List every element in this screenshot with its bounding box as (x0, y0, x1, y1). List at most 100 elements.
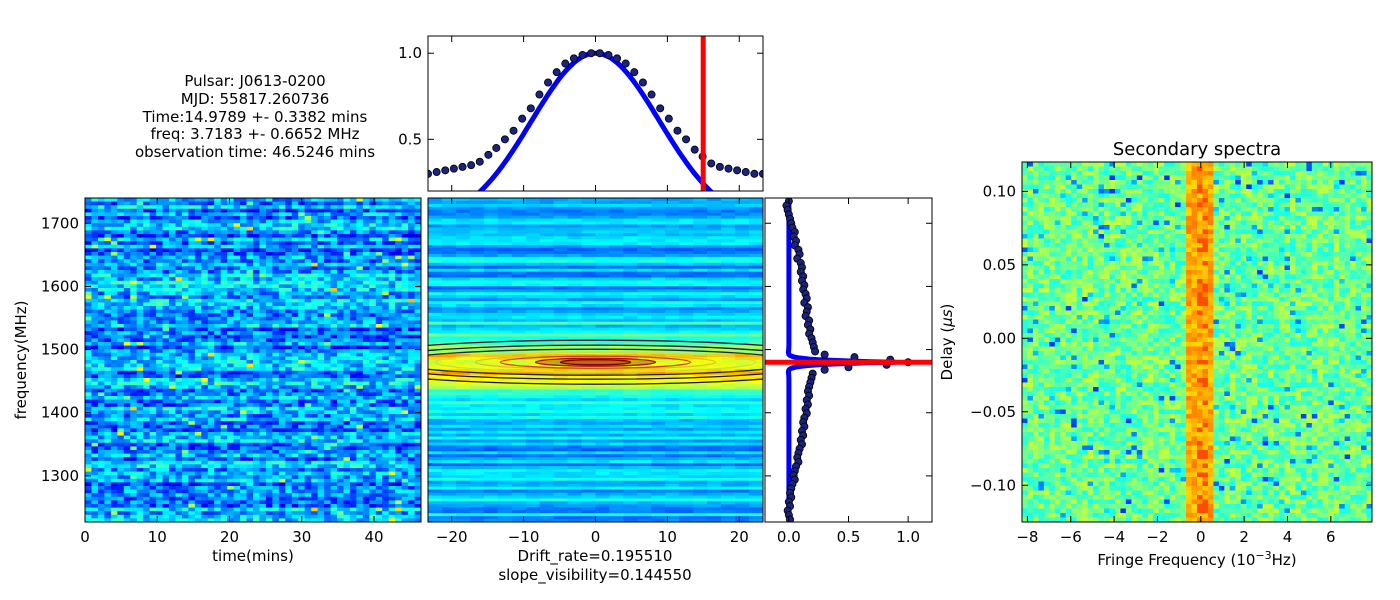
time-cut-plot (428, 36, 763, 191)
dynamic-spectrum-ytick-label: 1400 (41, 404, 79, 422)
correlation-xtick-label: 20 (730, 528, 749, 546)
time-cut-point (467, 161, 476, 170)
time-cut-point (741, 168, 750, 177)
dynamic-spectrum-axes: 0 10 20 30 40 1300 1400 1500 1600 1700 (41, 198, 421, 546)
secondary-spectra-xtick-label: 4 (1283, 528, 1293, 546)
time-cut-axes: 0.5 1.0 (398, 36, 763, 191)
freq-cut-point (850, 353, 859, 362)
correlation-xtick-label: −10 (508, 528, 540, 546)
contour-level (428, 344, 763, 380)
time-cut-point (733, 166, 742, 175)
info-obs-time: observation time: 46.5246 mins (135, 143, 375, 161)
time-cut-point (664, 114, 673, 123)
time-cut-ytick-label: 0.5 (398, 130, 422, 148)
time-cut-point (759, 169, 763, 178)
secondary-spectra-ytick-label: 0.00 (983, 329, 1016, 347)
time-cut-point (604, 50, 613, 59)
dynamic-spectrum-ytick-label: 1600 (41, 277, 79, 295)
freq-cut-plot (765, 198, 932, 522)
freq-cut-point (811, 347, 820, 356)
dynamic-spectrum-ytick-label: 1700 (41, 214, 79, 232)
time-cut-point (613, 54, 622, 63)
secondary-spectra-xtick-label: 2 (1239, 528, 1249, 546)
secondary-spectra-ytick-label: 0.05 (983, 256, 1016, 274)
freq-cut-panel: 0.0 0.5 1.0 (764, 197, 933, 546)
time-cut-point (638, 78, 647, 87)
time-cut-point (656, 104, 665, 113)
secondary-spectra-heatmap (1022, 162, 1372, 522)
time-cut-point (715, 162, 724, 171)
time-cut-point (518, 114, 527, 123)
dynamic-spectrum-ytick-label: 1500 (41, 341, 79, 359)
time-cut-point (449, 164, 458, 173)
contour-level (474, 354, 717, 370)
time-cut-point (690, 145, 699, 154)
freq-cut-axes: 0.0 0.5 1.0 (765, 198, 932, 546)
time-cut-point (475, 157, 484, 166)
time-cut-point (724, 164, 733, 173)
time-cut-point (544, 78, 553, 87)
time-cut-point (441, 166, 450, 175)
contour-level (499, 355, 692, 369)
time-cut-point (552, 68, 561, 77)
contour-level (428, 339, 763, 385)
time-cut-point (492, 143, 501, 152)
dynamic-spectrum-xtick-label: 30 (292, 528, 311, 546)
freq-cut-point (820, 365, 829, 374)
contour-level (434, 351, 757, 373)
time-cut-point (458, 162, 467, 171)
dynamic-spectrum-heatmap (85, 198, 421, 522)
dynamic-spectrum-xtick-label: 20 (220, 528, 239, 546)
time-cut-point (682, 135, 691, 144)
secondary-spectra-xtick-label: −6 (1060, 528, 1082, 546)
contour-level (428, 348, 763, 376)
time-cut-point (428, 169, 432, 178)
drift-rate-label: Drift_rate=0.195510 (518, 547, 673, 566)
freq-cut-xtick-label: 1.0 (896, 528, 920, 546)
time-cut-point (432, 168, 441, 177)
correlation-xtick-label: −20 (436, 528, 468, 546)
secondary-spectra-ytick-label: 0.10 (983, 182, 1016, 200)
time-cut-point (630, 68, 639, 77)
dynamic-spectrum-panel: 0 10 20 30 40 1300 1400 1500 1600 1700 time(mins)… (12, 197, 422, 565)
time-cut-point (484, 150, 493, 159)
dynamic-spectrum-xtick-label: 0 (80, 528, 90, 546)
secondary-spectra-xtick-label: −8 (1016, 528, 1038, 546)
info-freq: freq: 3.7183 +- 0.6652 MHz (150, 125, 359, 143)
secondary-spectra-ytick-label: −0.05 (970, 403, 1016, 421)
secondary-spectra-ytick-label: −0.10 (970, 476, 1016, 494)
secondary-spectra-xtick-label: 0 (1196, 528, 1206, 546)
time-cut-point (587, 49, 596, 58)
time-cut-point (535, 90, 544, 99)
secondary-spectra-xtick-label: −2 (1146, 528, 1168, 546)
secondary-spectra-xtick-label: −4 (1103, 528, 1125, 546)
time-cut-point (595, 49, 604, 58)
info-block: Pulsar: J0613-0200 MJD: 55817.260736 Tim… (135, 72, 375, 161)
secondary-spectra-axes: −8 −6 −4 −2 0 2 4 6 −0.10 −0.05 0.00 0.05 0.10 (970, 162, 1372, 546)
time-cut-background (428, 36, 763, 191)
secondary-spectra-panel: Secondary spectra −8 −6 −4 −2 0 2 4 6 −0.10 −0.05… (938, 139, 1373, 569)
time-cut-point (621, 59, 630, 68)
slope-visibility-label: slope_visibility=0.144550 (498, 566, 691, 585)
secondary-spectra-frame (1021, 161, 1373, 523)
correlation-xtick-label: 0 (591, 528, 601, 546)
dynamic-spectrum-xtick-label: 10 (148, 528, 167, 546)
secondary-spectra-title: Secondary spectra (1113, 139, 1281, 160)
time-cut-panel: 0.5 1.0 (398, 35, 764, 192)
dynamic-spectrum-frame (84, 197, 422, 523)
freq-cut-point (820, 350, 829, 359)
time-cut-ytick-label: 1.0 (398, 44, 422, 62)
correlation-heatmap (428, 198, 763, 522)
dynamic-spectrum-ytick-label: 1300 (41, 467, 79, 485)
dynamic-spectrum-xtick-label: 40 (364, 528, 383, 546)
secondary-spectra-xtick-label: 6 (1326, 528, 1336, 546)
freq-cut-xtick-label: 0.5 (837, 528, 861, 546)
correlation-panel: −20 −10 0 10 20 Drift_rate=0.195510 slope_vi… (427, 197, 764, 585)
info-mjd: MJD: 55817.260736 (181, 90, 329, 108)
secondary-spectra-ylabel: Delay (μs) (938, 304, 956, 381)
correlation-axes: −20 −10 0 10 20 (436, 198, 749, 546)
time-cut-point (526, 104, 535, 113)
dynamic-spectrum-xlabel: time(mins) (212, 547, 294, 565)
time-cut-point (500, 135, 509, 144)
